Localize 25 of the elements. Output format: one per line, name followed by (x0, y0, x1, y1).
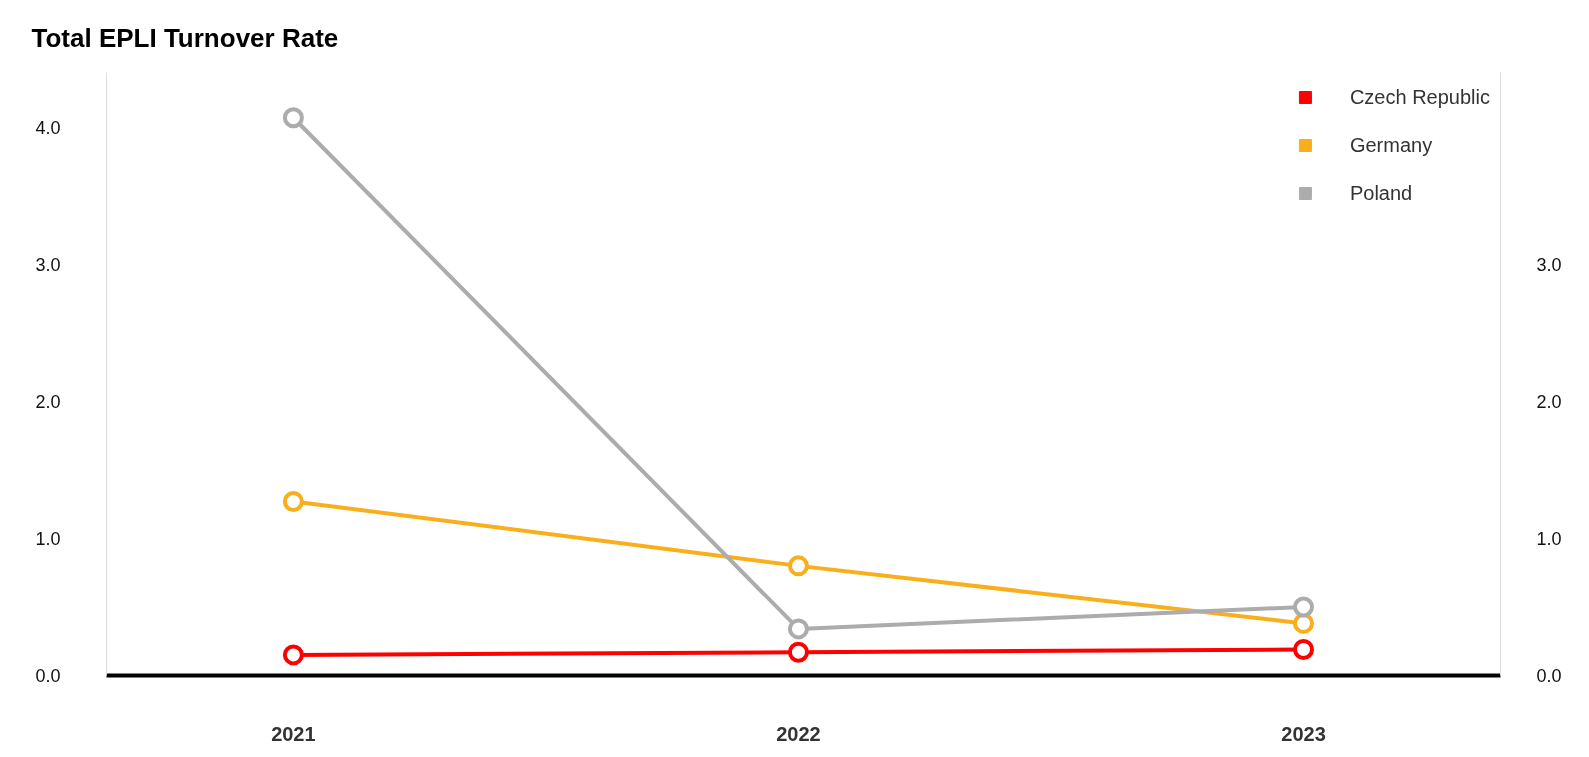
x-tick-label: 2021 (271, 722, 316, 745)
y-tick-label: 0.0 (35, 666, 61, 686)
y-tick-label: 4.0 (35, 117, 61, 138)
point (787, 618, 809, 640)
legend-label: Czech Republic (1349, 85, 1490, 109)
y-tick-label: 3.0 (35, 254, 61, 275)
y-tick-label: 2.0 (35, 391, 61, 412)
y2-tick-label: 3.0 (1536, 254, 1562, 275)
x-tick-label: 2022 (776, 722, 821, 745)
y-tick-label: 1.0 (35, 528, 61, 549)
point (787, 555, 809, 577)
point (282, 644, 304, 666)
point (1293, 638, 1315, 660)
x-tick-label: 2023 (1281, 722, 1326, 745)
point (1293, 596, 1315, 618)
point (282, 490, 304, 512)
point (787, 641, 809, 663)
point (1293, 612, 1315, 634)
legend-label: Poland (1349, 181, 1413, 205)
chart-title: Total EPLI Turnover Rate (31, 22, 339, 53)
y2-tick-label: 1.0 (1536, 528, 1562, 549)
y2-tick-label: 2.0 (1536, 391, 1562, 412)
y2-tick-label: 0.0 (1536, 666, 1562, 686)
legend-label: Germany (1349, 133, 1433, 157)
point (282, 107, 304, 129)
